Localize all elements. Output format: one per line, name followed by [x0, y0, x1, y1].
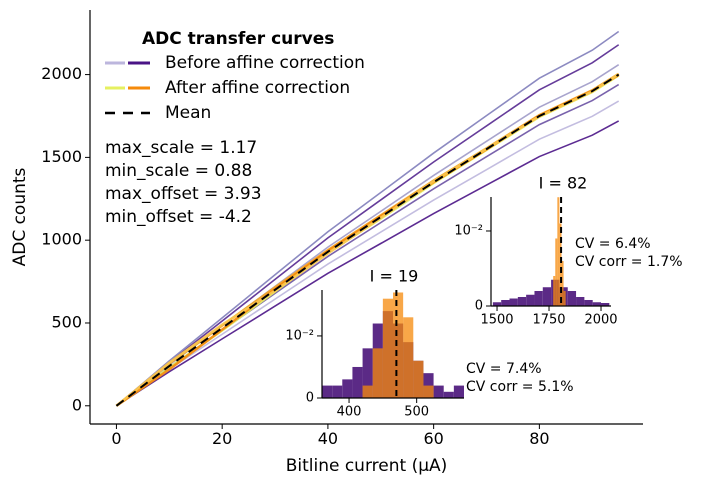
curve: [115, 44, 620, 407]
inset-title: I = 82: [539, 174, 588, 193]
histogram-bar: [567, 290, 577, 306]
histogram-bar: [576, 296, 585, 306]
legend-label: Before affine correction: [165, 53, 365, 73]
histogram-bar: [584, 299, 593, 306]
x-tick-label: 1750: [532, 312, 565, 327]
histogram-bar: [322, 385, 333, 398]
x-tick-label: 1500: [480, 312, 513, 327]
x-tick-label: 60: [423, 429, 443, 448]
histogram-bar: [443, 391, 454, 398]
x-tick-label: 400: [337, 404, 362, 419]
y-axis-label: ADC counts: [10, 167, 30, 266]
histogram-bar: [534, 290, 543, 306]
histogram-bar: [563, 290, 566, 306]
histogram-bar: [509, 298, 518, 306]
histogram-bar: [413, 360, 424, 398]
histogram-bar: [352, 366, 363, 398]
histogram-bar: [501, 299, 510, 306]
histogram-bar: [492, 302, 502, 306]
y-tick-label: 10⁻²: [285, 328, 314, 343]
legend-label: Mean: [165, 103, 211, 123]
x-tick-label: 2000: [584, 312, 617, 327]
histogram-bar: [592, 302, 602, 306]
histogram-bar: [555, 238, 558, 306]
x-tick-label: 80: [529, 429, 549, 448]
x-tick-label: 500: [404, 404, 429, 419]
histogram-bar: [423, 385, 434, 398]
histogram-bar: [372, 348, 383, 398]
histogram-bar: [332, 385, 343, 398]
x-tick-label: 20: [212, 429, 232, 448]
histogram-bar: [561, 260, 564, 306]
histogram-bar: [393, 292, 404, 398]
histogram-bar: [433, 385, 444, 398]
y-tick-label: 0: [306, 391, 314, 406]
y-tick-label: 1000: [41, 230, 82, 249]
annotation: max_offset = 3.93: [105, 184, 262, 204]
histogram-bar: [526, 294, 535, 306]
histogram-bar: [517, 296, 527, 306]
histogram-bar: [542, 287, 552, 306]
histogram-bar: [557, 197, 560, 306]
histogram-bar: [559, 223, 562, 306]
histogram-bar: [453, 385, 464, 398]
curve: [115, 30, 620, 407]
histogram-bar: [403, 317, 414, 398]
x-tick-label: 0: [111, 429, 121, 448]
annotation: CV = 6.4%: [575, 236, 651, 252]
annotation: min_offset = -4.2: [105, 207, 252, 227]
annotation: min_scale = 0.88: [105, 161, 252, 181]
histogram-bar: [362, 385, 373, 398]
mean-line: [115, 73, 620, 407]
x-axis-label: Bitline current (μA): [286, 456, 448, 476]
curve: [115, 100, 620, 407]
annotation: max_scale = 1.17: [105, 138, 257, 158]
y-tick-label: 2000: [41, 64, 82, 83]
annotation: CV = 7.4%: [466, 361, 542, 377]
inset-title: I = 19: [370, 267, 419, 286]
y-tick-label: 0: [475, 299, 483, 314]
x-tick-label: 40: [318, 429, 338, 448]
y-tick-label: 10⁻²: [454, 223, 483, 238]
histogram-bar: [362, 348, 373, 398]
curve: [116, 120, 620, 407]
y-tick-label: 0: [72, 395, 82, 414]
histogram-bar: [553, 275, 556, 306]
annotation: CV corr = 1.7%: [575, 254, 683, 270]
y-tick-label: 1500: [41, 147, 82, 166]
annotation: CV corr = 5.1%: [466, 379, 574, 395]
histogram-bar: [342, 379, 353, 398]
y-tick-label: 500: [51, 312, 82, 331]
legend-title: ADC transfer curves: [142, 29, 334, 49]
legend-label: After affine correction: [165, 78, 350, 98]
histogram-bar: [601, 302, 610, 306]
histogram-bar: [382, 298, 393, 398]
